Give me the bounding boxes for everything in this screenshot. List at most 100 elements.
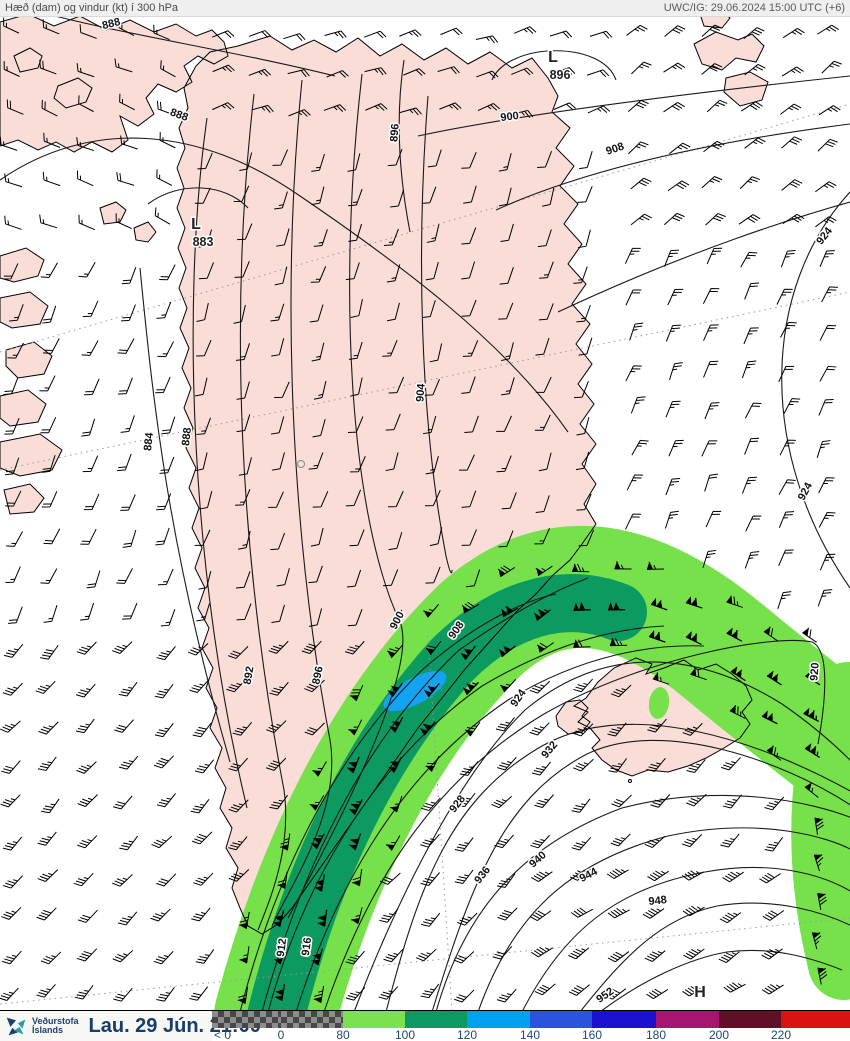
wind-barb [6,531,23,547]
wind-barb [347,153,361,172]
wind-barb [606,868,629,879]
wind-barb [347,416,364,433]
wind-barb [387,682,403,698]
wind-barb [425,566,441,584]
wind-barb [156,301,172,319]
wind-barb [40,644,59,660]
wind-barb [352,869,363,887]
wind-barb [420,872,440,886]
wind-barb [159,132,176,149]
wind-barb [815,216,837,228]
legend-seg-0 [281,1011,343,1028]
wind-barb [494,834,514,849]
wind-barb [117,911,138,926]
wind-barb [685,631,702,646]
wind-barb [625,513,642,530]
wind-barb [276,568,290,587]
wind-barb [42,305,57,324]
wind-barb [274,191,288,210]
wind-barb [704,473,718,492]
vedurstofa-logo[interactable]: Veðurstofa Íslands [3,1013,79,1039]
contour-label-888: 888 [168,106,189,124]
wind-barb [198,570,212,590]
wind-barb [272,910,285,928]
wind-barb [424,379,440,396]
wind-barb [607,907,630,919]
legend-tick: 180 [645,1028,667,1041]
wind-barb [720,757,741,771]
wind-barb [683,948,705,960]
wind-barb [440,27,463,36]
wind-barb [476,70,499,79]
wind-barb [778,365,795,383]
wind-barb [627,99,649,112]
wind-barb [425,640,442,656]
wind-barb [310,527,324,547]
wind-barb [570,907,594,918]
wind-barb [573,266,588,284]
wind-barb [781,66,804,77]
wind-barb [239,911,250,930]
wind-barb [3,17,20,34]
wind-barb [236,603,252,621]
wind-barb [309,795,325,811]
wind-barb [313,229,328,247]
wind-barb [463,185,477,204]
wind-barb [720,833,740,848]
wind-barb [236,414,251,433]
wind-barb [0,987,19,1001]
wind-barb [579,151,593,170]
wind-barb [475,35,499,44]
wind-barb [804,782,819,798]
wind-barb [0,720,21,733]
wind-barb [761,948,783,960]
wind-barb [743,27,765,39]
wind-barb [191,907,211,922]
wind-barb [237,223,253,241]
wind-barb [783,398,801,414]
wind-barb [2,836,23,851]
wind-barb [41,798,60,814]
wind-barb [650,597,668,611]
wind-barb [535,495,550,513]
wind-barb [422,415,437,435]
wind-barb [154,207,171,225]
wind-barb [190,798,210,814]
wind-barb [646,988,669,1000]
wind-barb [383,569,399,587]
wind-barbs [0,17,842,1005]
wind-barb [2,263,19,280]
wind-barb [348,223,363,242]
contour-label-916: 916 [300,937,314,957]
wind-barb [314,874,325,892]
contour-label-932: 932 [539,739,560,761]
wind-barb [761,984,784,995]
wind-barb [610,684,632,698]
wind-barb [236,381,250,400]
height-contours [0,11,850,1013]
wind-barb [161,416,176,435]
wind-barb [283,33,306,42]
wind-barb [112,641,133,654]
wind-barb [42,171,61,187]
wind-barb [631,439,649,456]
wind-barb [642,908,665,919]
wind-barb [313,380,327,400]
pressure-center-H: H [694,984,706,1001]
wind-barb [419,721,436,736]
wind-barb [235,571,251,589]
wind-barb [160,609,176,627]
wind-barb [251,104,274,113]
wind-barb [383,948,404,963]
wind-barb [628,141,649,155]
wind-barb [461,299,477,317]
wind-barb [37,869,59,882]
wind-barb [744,64,766,76]
wind-barb [819,324,837,341]
wind-barb [626,24,648,36]
wind-barb [499,267,514,285]
wind-speed-legend: < 0 0 80 100 120 140 160 180 200 220 [212,1011,850,1041]
wind-barb [491,795,513,809]
wind-barb [312,418,326,438]
wind-barb [577,186,593,203]
